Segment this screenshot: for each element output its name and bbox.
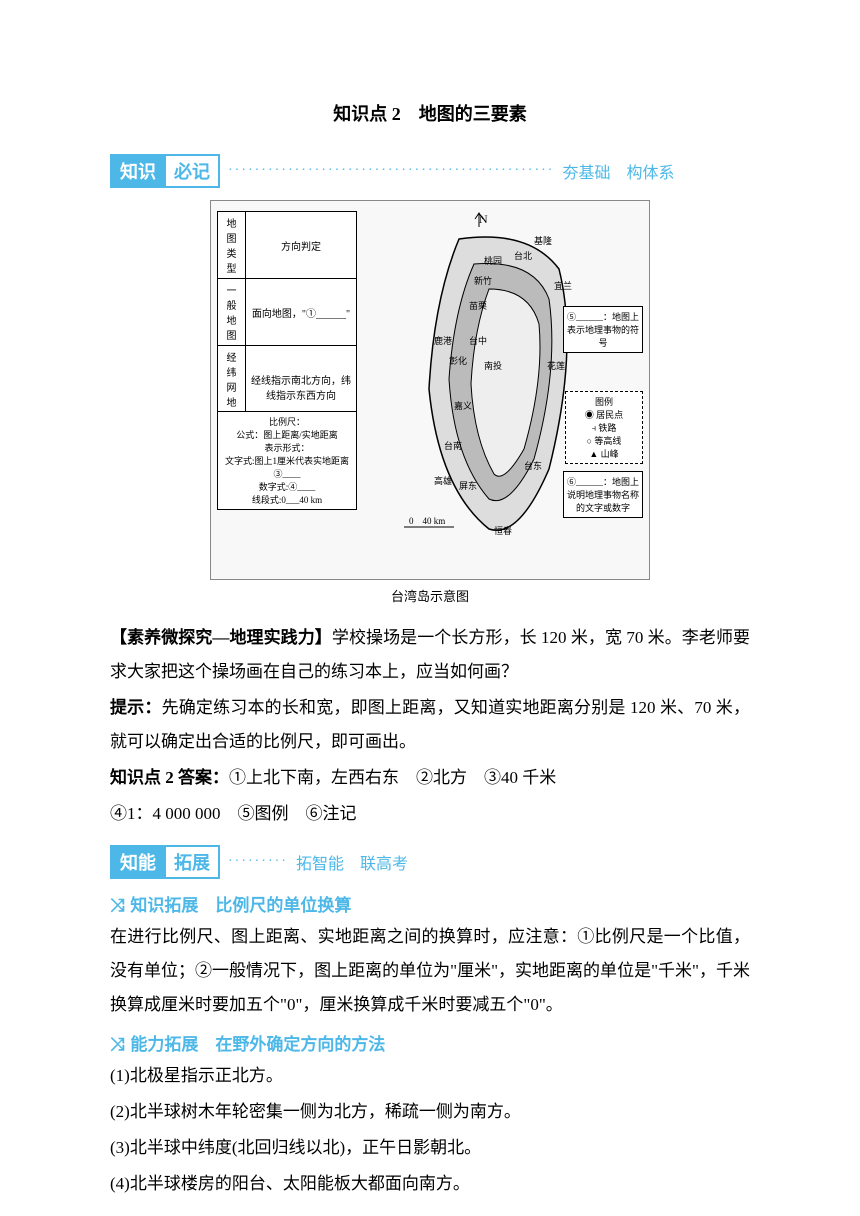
expand1-text: 在进行比例尺、图上距离、实地距离之间的换算时，应注意：①比例尺是一个比值，没有单…: [110, 920, 750, 1022]
svg-text:0 40 km: 0 40 km: [409, 516, 445, 526]
svg-text:桃园: 桃园: [484, 255, 502, 266]
shuffle-icon: ⤨: [110, 895, 124, 915]
expand1-heading: ⤨知识拓展 比例尺的单位换算: [110, 891, 750, 916]
svg-text:屏东: 屏东: [459, 480, 477, 491]
expand2-item4: (4)北半球楼房的阳台、太阳能板大都面向南方。: [110, 1167, 750, 1201]
svg-text:苗栗: 苗栗: [469, 301, 487, 311]
svg-text:嘉义: 嘉义: [454, 400, 472, 411]
expand2-item2: (2)北半球树木年轮密集一侧为北方，稀疏一侧为南方。: [110, 1095, 750, 1129]
diagram-caption: 台湾岛示意图: [110, 586, 750, 605]
legend-box: 图例 ◉ 居民点 ⫞ 铁路 ○ 等高线 ▲ 山峰: [565, 391, 643, 464]
badge-knowledge: 知识: [110, 154, 166, 188]
section-ability-header: 知能 拓展 ········· 拓智能 联高考: [110, 845, 750, 879]
svg-text:台中: 台中: [469, 335, 487, 346]
expand2-heading: ⤨能力拓展 在野外确定方向的方法: [110, 1030, 750, 1055]
dots-divider-2: ·········: [228, 854, 288, 870]
taiwan-diagram: 地图类型方向判定 一般地图面向地图，"①______" 经纬网地图经线指示南北方…: [110, 200, 750, 605]
box-5: ⑤______：地图上表示地理事物的符号: [563, 306, 643, 353]
svg-text:鹿港: 鹿港: [434, 335, 452, 346]
box-6: ⑥______：地图上说明地理事物名称的文字或数字: [563, 471, 643, 518]
answers-line2: ④1：4 000 000 ⑤图例 ⑥注记: [110, 797, 750, 831]
expand2-item1: (1)北极星指示正北方。: [110, 1059, 750, 1093]
svg-text:花莲: 花莲: [547, 360, 565, 371]
north-label: N: [479, 212, 488, 226]
badge-mustknow: 必记: [164, 154, 220, 188]
inquiry-label: 【素养微探究—地理实践力】: [110, 628, 332, 647]
hint-label: 提示：: [110, 698, 162, 717]
svg-text:南投: 南投: [484, 360, 502, 371]
svg-text:台东: 台东: [524, 460, 542, 471]
svg-text:彰化: 彰化: [449, 355, 467, 366]
svg-text:新竹: 新竹: [474, 275, 492, 286]
section-knowledge-header: 知识 必记 ··································…: [110, 154, 750, 188]
badge-expand: 拓展: [164, 845, 220, 879]
svg-text:基隆: 基隆: [534, 235, 552, 246]
svg-text:台南: 台南: [444, 440, 462, 451]
shuffle-icon-2: ⤨: [110, 1034, 124, 1054]
svg-text:宜兰: 宜兰: [554, 280, 572, 291]
section2-subtitle: 拓智能 联高考: [296, 850, 408, 874]
hint-text: 先确定练习本的长和宽，即图上距离，又知道实地距离分别是 120 米、70 米，就…: [110, 698, 750, 751]
hint-paragraph: 提示：先确定练习本的长和宽，即图上距离，又知道实地距离分别是 120 米、70 …: [110, 691, 750, 759]
page-title: 知识点 2 地图的三要素: [110, 100, 750, 126]
expand2-item3: (3)北半球中纬度(北回归线以北)，正午日影朝北。: [110, 1131, 750, 1165]
svg-text:高雄: 高雄: [434, 475, 452, 486]
answers-line1: 知识点 2 答案：①上北下南，左西右东 ②北方 ③40 千米: [110, 761, 750, 795]
inquiry-paragraph: 【素养微探究—地理实践力】学校操场是一个长方形，长 120 米，宽 70 米。李…: [110, 621, 750, 689]
scale-box: 比例尺： 公式：图上距离/实地距离 表示形式： 文字式:图上1厘米代表实地距离③…: [217, 411, 357, 510]
svg-text:恒春: 恒春: [494, 525, 512, 536]
answers-label: 知识点 2 答案：: [110, 768, 229, 787]
svg-text:台北: 台北: [514, 250, 532, 261]
badge-ability: 知能: [110, 845, 166, 879]
dots-divider: ········································…: [228, 163, 554, 179]
section1-subtitle: 夯基础 构体系: [562, 159, 674, 183]
